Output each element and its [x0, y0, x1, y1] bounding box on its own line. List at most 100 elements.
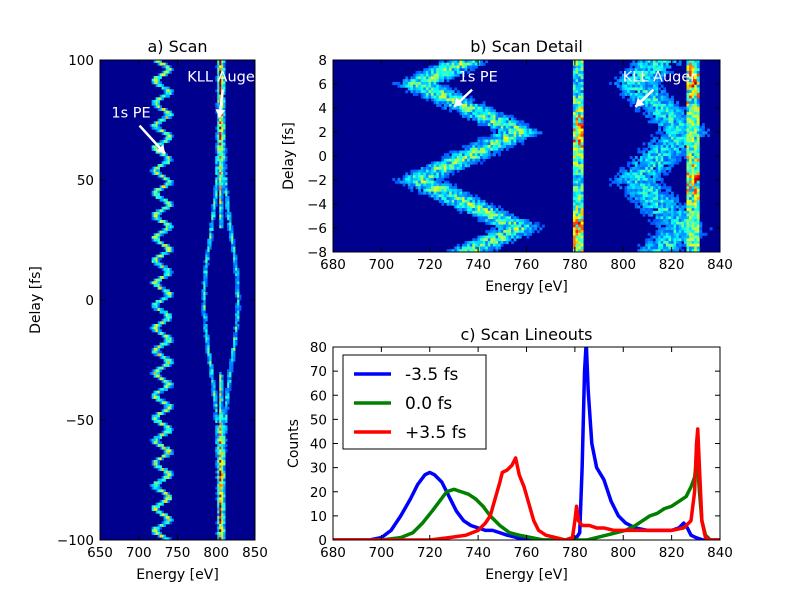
heatmap-cell [169, 246, 172, 250]
heatmap-cell [691, 224, 695, 228]
heatmap-cell [580, 208, 584, 212]
heatmap-cell [397, 177, 401, 181]
heatmap-cell [647, 101, 651, 105]
heatmap-cell [161, 510, 164, 514]
heatmap-cell [159, 374, 162, 378]
heatmap-cell [165, 404, 168, 407]
heatmap-cell [616, 180, 620, 184]
heatmap-cell [477, 243, 481, 247]
heatmap-cell [492, 147, 496, 151]
heatmap-cell [157, 81, 160, 85]
heatmap-cell [237, 278, 240, 282]
heatmap-cell [223, 68, 226, 71]
heatmap-cell [691, 208, 695, 212]
heatmap-cell [213, 204, 216, 207]
heatmap-cell [513, 117, 517, 121]
heatmap-cell [686, 158, 690, 162]
heatmap-cell [689, 79, 692, 83]
heatmap-cell [151, 441, 154, 445]
heatmap-cell [624, 84, 628, 88]
heatmap-cell [223, 537, 226, 540]
heatmap-cell [446, 180, 450, 184]
heatmap-cell [155, 302, 158, 306]
heatmap-cell [233, 270, 236, 274]
heatmap-cell [165, 310, 168, 314]
heatmap-cell [704, 232, 708, 236]
heatmap-cell [650, 213, 654, 217]
heatmap-cell [443, 62, 447, 66]
heatmap-cell [673, 114, 677, 118]
heatmap-cell [663, 202, 667, 206]
heatmap-cell [686, 114, 690, 118]
heatmap-cell [153, 481, 156, 485]
heatmap-cell [580, 230, 584, 234]
heatmap-cell [151, 508, 154, 511]
heatmap-cell [575, 199, 579, 203]
heatmap-cell [652, 120, 656, 124]
heatmap-cell [219, 438, 222, 442]
heatmap-cell [153, 420, 156, 423]
heatmap-cell [578, 172, 581, 176]
heatmap-cell [691, 210, 695, 214]
heatmap-cell [425, 166, 429, 171]
heatmap-cell [438, 177, 442, 181]
heatmap-cell [681, 112, 685, 116]
heatmap-cell [578, 183, 581, 187]
heatmap-cell [157, 366, 160, 370]
heatmap-cell [423, 79, 427, 83]
heatmap-cell [492, 210, 496, 214]
heatmap-cell [223, 158, 226, 162]
heatmap-cell [691, 84, 695, 88]
heatmap-cell [686, 62, 690, 66]
heatmap-cell [227, 390, 230, 394]
heatmap-cell [689, 101, 692, 105]
heatmap-cell [235, 262, 238, 266]
heatmap-cell [415, 177, 419, 181]
heatmap-cell [446, 101, 450, 105]
heatmap-cell [456, 153, 460, 157]
heatmap-cell [433, 81, 437, 85]
heatmap-cell [159, 62, 162, 66]
heatmap-cell [665, 101, 669, 105]
heatmap-cell [492, 114, 496, 118]
heatmap-cell [219, 174, 222, 178]
heatmap-cell [469, 161, 473, 165]
heatmap-cell [472, 210, 476, 214]
heatmap-cell [621, 81, 625, 85]
heatmap-cell [229, 236, 232, 239]
heatmap-cell [227, 201, 230, 205]
heatmap-cell [161, 262, 164, 266]
heatmap-cell [663, 142, 667, 146]
heatmap-cell [167, 132, 170, 135]
heatmap-cell [161, 446, 164, 450]
heatmap-cell [159, 500, 162, 503]
heatmap-cell [500, 227, 504, 231]
heatmap-cell [157, 172, 160, 175]
heatmap-cell [508, 131, 512, 135]
heatmap-cell [167, 406, 170, 410]
heatmap-cell [157, 97, 160, 101]
heatmap-cell [219, 390, 222, 394]
heatmap-cell [629, 92, 633, 96]
heatmap-cell [686, 106, 690, 110]
heatmap-cell [441, 164, 445, 168]
heatmap-cell [645, 70, 649, 75]
heatmap-cell [655, 169, 659, 173]
heatmap-cell [487, 145, 491, 149]
heatmap-cell [505, 131, 509, 135]
heatmap-cell [503, 221, 507, 225]
heatmap-cell [477, 150, 481, 154]
heatmap-cell [652, 246, 656, 250]
heatmap-cell [658, 166, 661, 171]
heatmap-cell [165, 220, 168, 223]
heatmap-cell [691, 202, 695, 206]
heatmap-cell [578, 73, 581, 77]
heatmap-cell [225, 214, 228, 218]
heatmap-cell [221, 510, 224, 514]
heatmap-cell [469, 98, 473, 102]
heatmap-cell [464, 68, 468, 72]
heatmap-cell [652, 188, 656, 192]
heatmap-cell [503, 117, 507, 121]
heatmap-cell [221, 428, 224, 431]
heatmap-cell [645, 186, 649, 190]
